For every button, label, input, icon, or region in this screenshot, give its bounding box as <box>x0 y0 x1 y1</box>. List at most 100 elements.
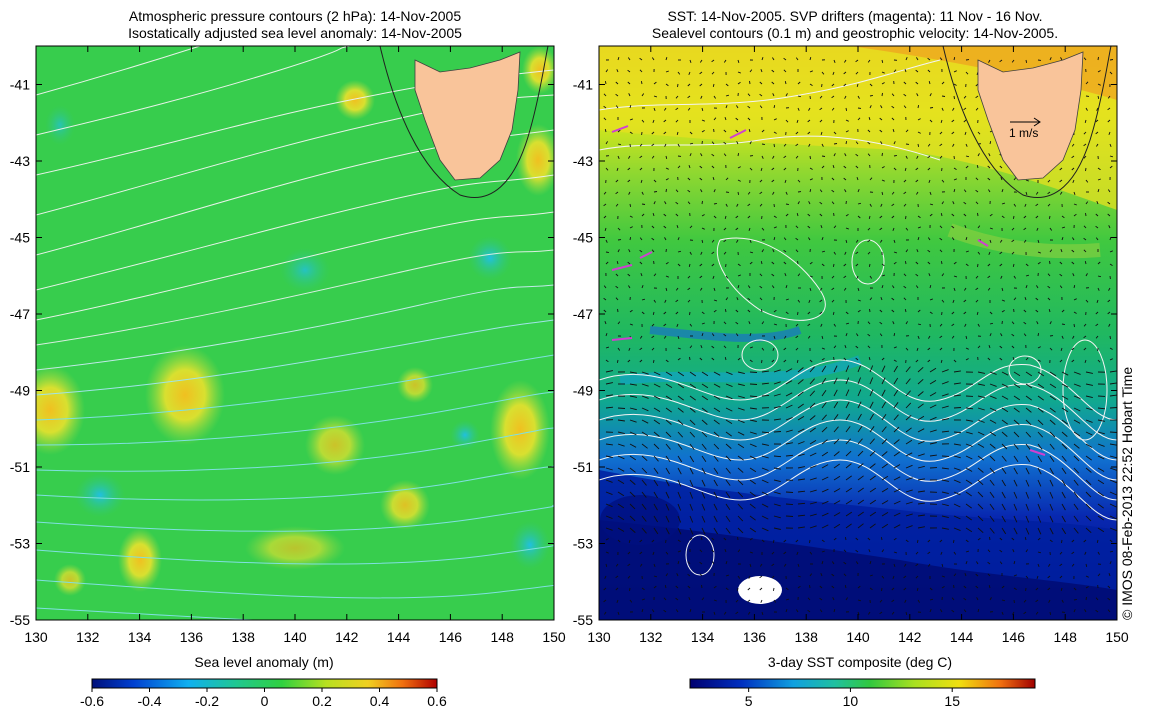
velocity-arrow <box>819 609 823 613</box>
velocity-arrow <box>905 57 908 61</box>
velocity-arrow <box>989 239 992 243</box>
velocity-arrow <box>807 119 811 123</box>
velocity-arrow <box>989 322 994 325</box>
velocity-arrow <box>783 539 787 543</box>
velocity-arrow <box>809 188 812 193</box>
velocity-arrow <box>881 401 886 409</box>
velocity-arrow <box>917 236 920 241</box>
velocity-arrow <box>749 419 757 422</box>
velocity-arrow <box>699 263 703 267</box>
velocity-arrow <box>917 415 925 421</box>
velocity-arrow <box>845 450 852 457</box>
velocity-arrow <box>1037 515 1042 523</box>
velocity-arrow <box>699 83 703 87</box>
velocity-arrow <box>1013 419 1020 425</box>
velocity-arrow <box>783 347 787 351</box>
velocity-arrow <box>856 177 859 181</box>
velocity-arrow <box>809 513 817 517</box>
velocity-arrow <box>963 585 967 589</box>
velocity-arrow <box>1061 215 1065 219</box>
velocity-arrow <box>783 359 787 363</box>
velocity-arrow <box>785 442 793 445</box>
velocity-arrow <box>941 393 949 397</box>
velocity-arrow <box>699 165 703 169</box>
velocity-arrow <box>953 178 957 181</box>
velocity-arrow <box>903 575 907 579</box>
velocity-arrow <box>869 377 874 385</box>
velocity-arrow <box>977 251 981 255</box>
velocity-arrow <box>651 57 655 61</box>
velocity-arrow <box>785 119 789 123</box>
velocity-arrow <box>641 587 645 591</box>
velocity-arrow <box>725 574 730 577</box>
velocity-arrow <box>917 465 925 469</box>
velocity-arrow <box>903 191 907 195</box>
velocity-arrow <box>1035 599 1039 603</box>
velocity-arrow <box>953 515 961 520</box>
velocity-arrow <box>737 274 741 277</box>
velocity-arrow <box>915 81 919 85</box>
velocity-arrow <box>665 262 669 265</box>
velocity-arrow <box>737 503 744 510</box>
velocity-arrow <box>1025 285 1028 289</box>
velocity-arrow <box>711 251 715 255</box>
velocity-arrow <box>712 83 715 88</box>
velocity-arrow <box>833 451 840 457</box>
velocity-arrow <box>1011 239 1015 243</box>
velocity-arrow <box>796 609 799 613</box>
velocity-arrow <box>1061 491 1066 499</box>
velocity-arrow <box>652 212 655 217</box>
velocity-arrow <box>917 143 920 147</box>
velocity-arrow <box>771 81 775 85</box>
velocity-arrow <box>639 335 643 339</box>
velocity-arrow <box>869 438 875 445</box>
velocity-arrow <box>735 117 739 121</box>
velocity-arrow <box>761 143 765 146</box>
velocity-arrow <box>903 587 907 591</box>
velocity-arrow <box>675 189 679 193</box>
velocity-arrow <box>688 263 691 268</box>
velocity-arrow <box>701 395 709 401</box>
velocity-arrow <box>677 560 680 565</box>
velocity-arrow <box>663 119 667 123</box>
velocity-arrow <box>1061 383 1069 388</box>
velocity-arrow <box>617 527 625 532</box>
velocity-arrow <box>603 285 607 289</box>
velocity-arrow <box>857 599 862 602</box>
velocity-arrow <box>869 426 875 433</box>
velocity-arrow <box>891 117 895 121</box>
velocity-arrow <box>760 167 763 172</box>
velocity-arrow <box>737 166 741 169</box>
velocity-arrow <box>963 201 967 205</box>
velocity-arrow <box>1107 201 1111 205</box>
velocity-arrow <box>977 131 981 135</box>
velocity-arrow <box>989 479 995 486</box>
velocity-arrow <box>772 347 775 351</box>
velocity-arrow <box>640 179 643 184</box>
velocity-arrow <box>903 179 907 183</box>
velocity-arrow <box>641 491 647 498</box>
velocity-arrow <box>975 287 979 291</box>
velocity-arrow <box>1013 503 1018 511</box>
velocity-arrow <box>953 479 961 484</box>
velocity-arrow <box>903 203 907 207</box>
velocity-arrow <box>664 143 667 147</box>
velocity-arrow <box>893 451 900 457</box>
velocity-arrow <box>1025 527 1030 535</box>
velocity-arrow <box>651 539 655 543</box>
velocity-arrow <box>617 419 625 422</box>
velocity-arrow <box>965 491 972 497</box>
velocity-arrow <box>953 287 956 291</box>
velocity-arrow <box>989 213 993 217</box>
velocity-arrow <box>713 515 718 523</box>
velocity-arrow <box>1011 227 1015 231</box>
velocity-arrow <box>905 402 912 409</box>
velocity-arrow <box>1071 249 1075 253</box>
velocity-arrow <box>701 479 706 487</box>
velocity-arrow <box>699 549 703 553</box>
velocity-arrow <box>975 585 979 589</box>
velocity-arrow <box>699 275 703 279</box>
velocity-arrow <box>749 261 753 265</box>
velocity-arrow <box>749 359 753 363</box>
